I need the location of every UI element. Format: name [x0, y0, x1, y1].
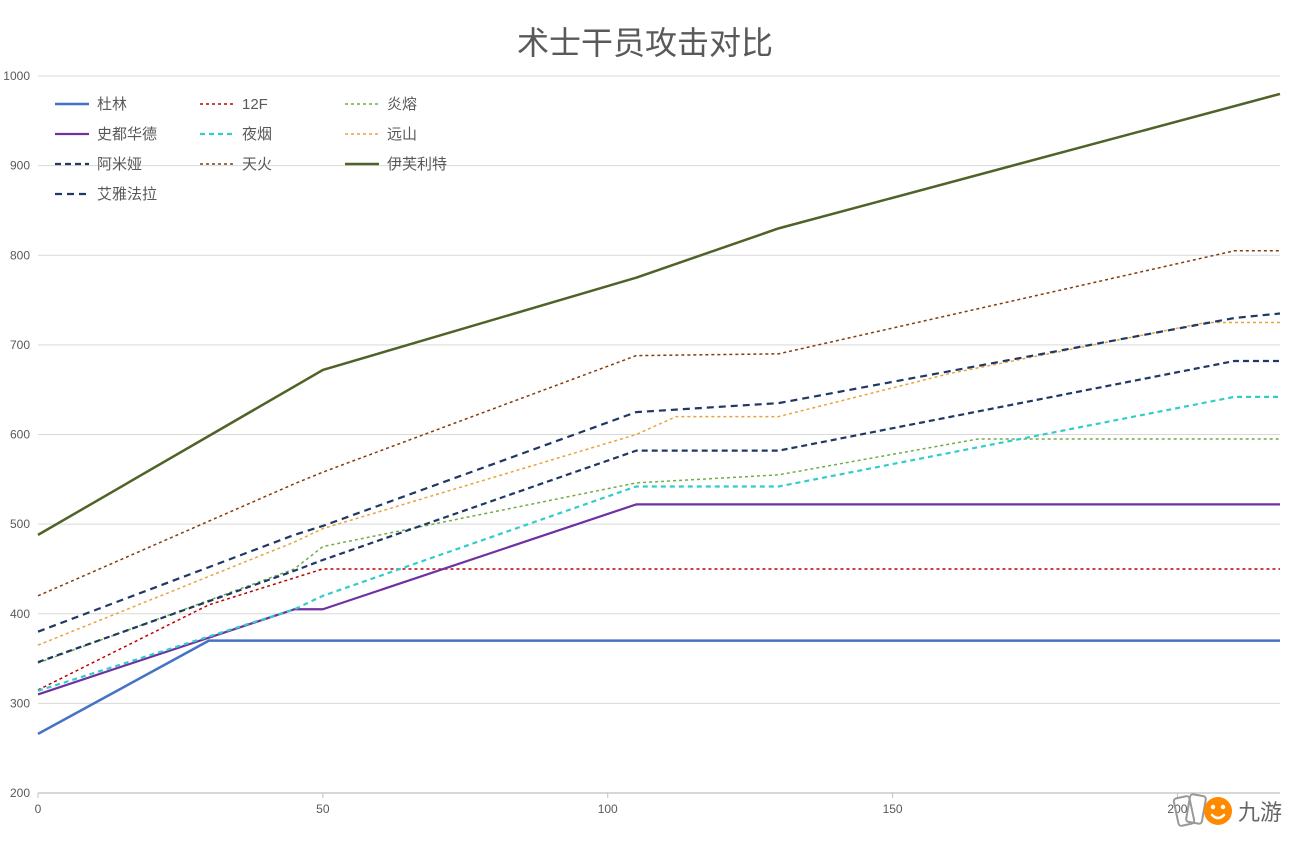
legend-label-eyjafjalla: 艾雅法拉 — [97, 186, 157, 203]
watermark-logo-icon — [1172, 791, 1234, 831]
legend-label-yuanshan: 远山 — [387, 126, 417, 143]
y-tick-label: 800 — [10, 248, 30, 262]
series-dulin — [38, 641, 1280, 734]
x-tick-label: 100 — [598, 802, 618, 816]
x-tick-label: 150 — [883, 802, 903, 816]
y-tick-label: 500 — [10, 517, 30, 531]
y-tick-label: 900 — [10, 159, 30, 173]
legend-label-dulin: 杜林 — [97, 96, 127, 113]
y-tick-label: 200 — [10, 786, 30, 800]
legend-label-yeyan: 夜烟 — [242, 126, 272, 143]
series-12f — [38, 569, 1280, 690]
watermark-text: 九游 — [1238, 795, 1282, 827]
series-yeyan — [38, 397, 1280, 691]
watermark: 九游 — [1172, 791, 1282, 831]
y-tick-label: 1000 — [3, 69, 30, 83]
series-ifrit — [38, 94, 1280, 535]
legend-label-yanrong: 炎熔 — [387, 96, 417, 113]
legend-label-12f: 12F — [242, 96, 268, 113]
x-tick-label: 0 — [35, 802, 42, 816]
y-tick-label: 300 — [10, 696, 30, 710]
legend-label-ifrit: 伊芙利特 — [387, 156, 447, 173]
chart-title: 术士干员攻击对比 — [0, 18, 1290, 64]
y-tick-label: 700 — [10, 338, 30, 352]
series-amiya — [38, 361, 1280, 662]
y-tick-label: 600 — [10, 428, 30, 442]
chart-container: 术士干员攻击对比 2003004005006007008009001000050… — [0, 0, 1290, 837]
legend-label-amiya: 阿米娅 — [97, 156, 142, 173]
series-shiduhuade — [38, 504, 1280, 694]
legend-label-shiduhuade: 史都华德 — [97, 125, 157, 143]
chart-svg: 2003004005006007008009001000050100150200… — [0, 0, 1290, 837]
series-yanrong — [38, 439, 1280, 663]
series-eyjafjalla — [38, 314, 1280, 632]
y-tick-label: 400 — [10, 607, 30, 621]
series-tianhuo — [38, 251, 1280, 596]
x-tick-label: 50 — [316, 802, 330, 816]
series-yuanshan — [38, 322, 1280, 645]
legend-label-tianhuo: 天火 — [242, 156, 272, 173]
